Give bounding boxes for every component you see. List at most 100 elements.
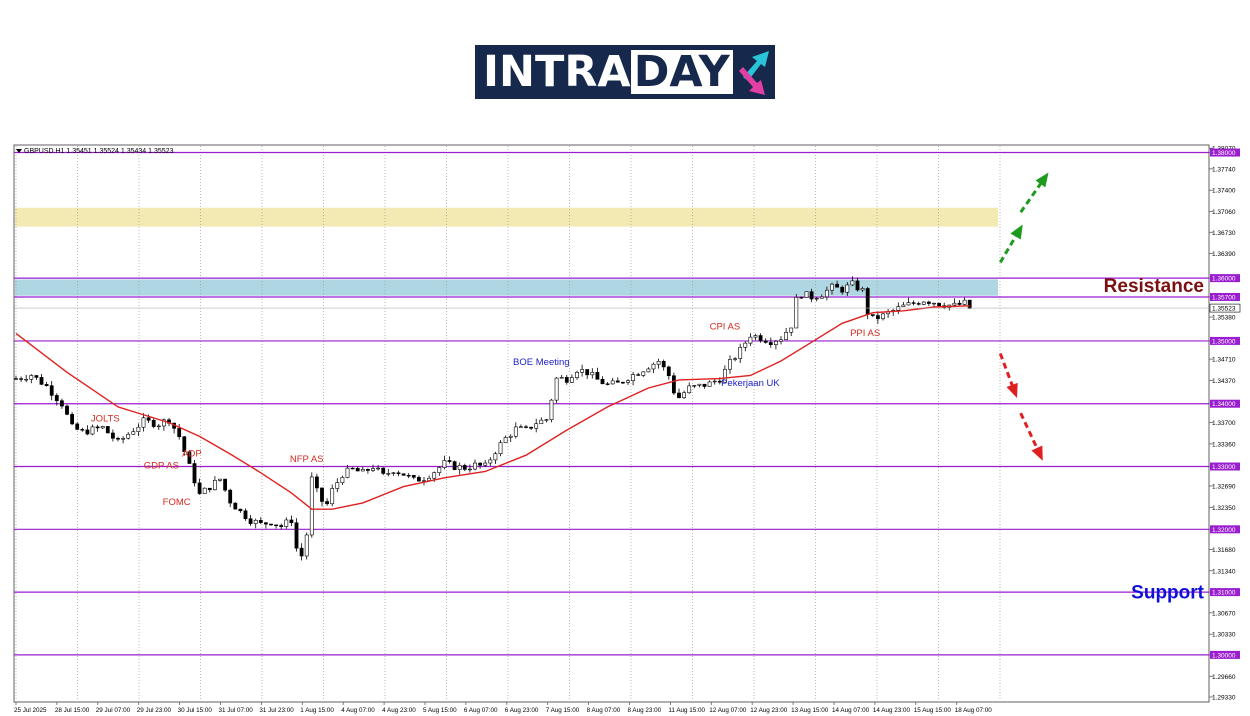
candle-body	[524, 426, 528, 428]
candle-body	[75, 423, 80, 430]
time-tick-label: 8 Aug 23:00	[628, 707, 662, 714]
candle-body	[743, 342, 748, 348]
event-label: BOE Meeting	[513, 357, 570, 368]
time-axis: 25 Jul 2025 28 Jul 15:00 29 Jul 07:00 29 Ju…	[14, 702, 992, 714]
time-tick-label: 1 Aug 15:00	[300, 707, 334, 714]
forecast-arrow-shaft	[998, 352, 1018, 395]
candle-body	[299, 547, 304, 557]
forecast-arrow-head	[1010, 224, 1023, 240]
candle-body	[274, 524, 279, 527]
price-tick-label: 1.31340	[1212, 568, 1236, 575]
candle-body	[534, 423, 539, 429]
candle-body	[432, 472, 437, 479]
forecast-arrow-head	[1035, 172, 1049, 188]
moving-average-line	[15, 305, 970, 510]
candle-body	[544, 419, 549, 421]
logo-arrows-icon	[739, 51, 769, 95]
candle-body	[253, 519, 258, 524]
candle-body	[442, 460, 447, 468]
time-tick-label: 12 Aug 23:00	[750, 707, 788, 714]
current-price-label: 1.35523	[1212, 306, 1236, 313]
candle-body	[376, 467, 381, 470]
candle-body	[605, 383, 610, 385]
event-label: CPI AS	[710, 322, 741, 333]
candle-body	[646, 368, 651, 373]
time-tick-label: 13 Aug 15:00	[791, 707, 829, 714]
time-tick-label: 15 Aug 15:00	[914, 707, 952, 714]
candle-body	[39, 377, 44, 385]
candle-body	[779, 339, 783, 342]
candle-body	[967, 299, 972, 309]
candle-body	[916, 303, 921, 305]
candle-body	[789, 327, 794, 333]
candle-body	[182, 436, 187, 452]
candle-body	[126, 433, 131, 439]
price-tick-label: 1.33700	[1212, 420, 1236, 427]
candle-body	[697, 383, 702, 386]
candle-body	[406, 475, 411, 477]
candle-body	[661, 361, 666, 368]
candle-body	[712, 380, 717, 383]
candle-body	[187, 451, 192, 464]
time-tick-label: 29 Jul 23:00	[137, 707, 172, 714]
logo-wordmark: INTRADAY	[483, 47, 733, 97]
candle-body	[49, 385, 54, 396]
candle-body	[258, 519, 263, 523]
candle-body	[513, 426, 518, 437]
price-tick-label: 1.36390	[1212, 251, 1236, 258]
horizontal-levels	[14, 151, 1209, 656]
candle-body	[937, 302, 942, 306]
candle-body	[926, 301, 931, 304]
time-tick-label: 5 Aug 15:00	[423, 707, 457, 714]
candle-body	[901, 304, 906, 307]
price-zone	[15, 279, 998, 296]
current-price-marker: 1.35523	[14, 303, 1241, 313]
candle-body	[289, 519, 294, 524]
time-tick-label: 11 Aug 15:00	[668, 707, 705, 714]
candle-body	[870, 314, 875, 316]
candle-body	[100, 426, 105, 429]
candle-body	[590, 372, 595, 376]
event-label: PPI AS	[850, 328, 880, 339]
candle-body	[391, 472, 396, 474]
candle-body	[335, 482, 340, 489]
candle-body	[763, 340, 768, 343]
time-tick-label: 31 Jul 23:00	[259, 707, 294, 714]
candle-body	[773, 340, 778, 345]
candle-body	[498, 442, 503, 454]
price-level-box	[1210, 274, 1240, 283]
time-tick-label: 14 Aug 23:00	[873, 707, 911, 714]
candle-body	[651, 363, 656, 370]
price-tick-label: 1.36730	[1212, 230, 1236, 237]
candle-body	[483, 462, 488, 466]
candle-body	[809, 291, 814, 300]
candle-body	[350, 467, 355, 470]
price-tick-label: 1.31680	[1212, 547, 1236, 554]
candle-body	[141, 417, 146, 428]
candle-body	[59, 400, 64, 407]
candle-body	[488, 459, 493, 464]
candle-body	[539, 419, 544, 425]
candle-body	[962, 299, 967, 305]
price-tick-label: 1.34000	[1212, 401, 1236, 408]
price-axis: 1.380701.380001.377401.374001.370601.367…	[1209, 146, 1240, 701]
logo-arrow-up-icon	[743, 51, 769, 81]
forecast-arrow-head	[1031, 445, 1043, 461]
time-tick-label: 12 Aug 07:00	[709, 707, 747, 714]
price-level-box	[1210, 650, 1240, 659]
candle-body	[325, 501, 330, 505]
candle-body	[44, 384, 49, 386]
candle-body	[197, 482, 202, 494]
candle-body	[90, 426, 95, 435]
candle-body	[467, 468, 472, 471]
candle-body	[503, 437, 508, 444]
candle-body	[707, 381, 712, 387]
candle-body	[666, 366, 671, 377]
candle-body	[784, 331, 789, 341]
candle-body	[263, 522, 268, 525]
price-zone	[15, 207, 998, 227]
candle-body	[600, 379, 605, 385]
candle-body	[615, 380, 620, 383]
candle-body	[207, 487, 212, 491]
